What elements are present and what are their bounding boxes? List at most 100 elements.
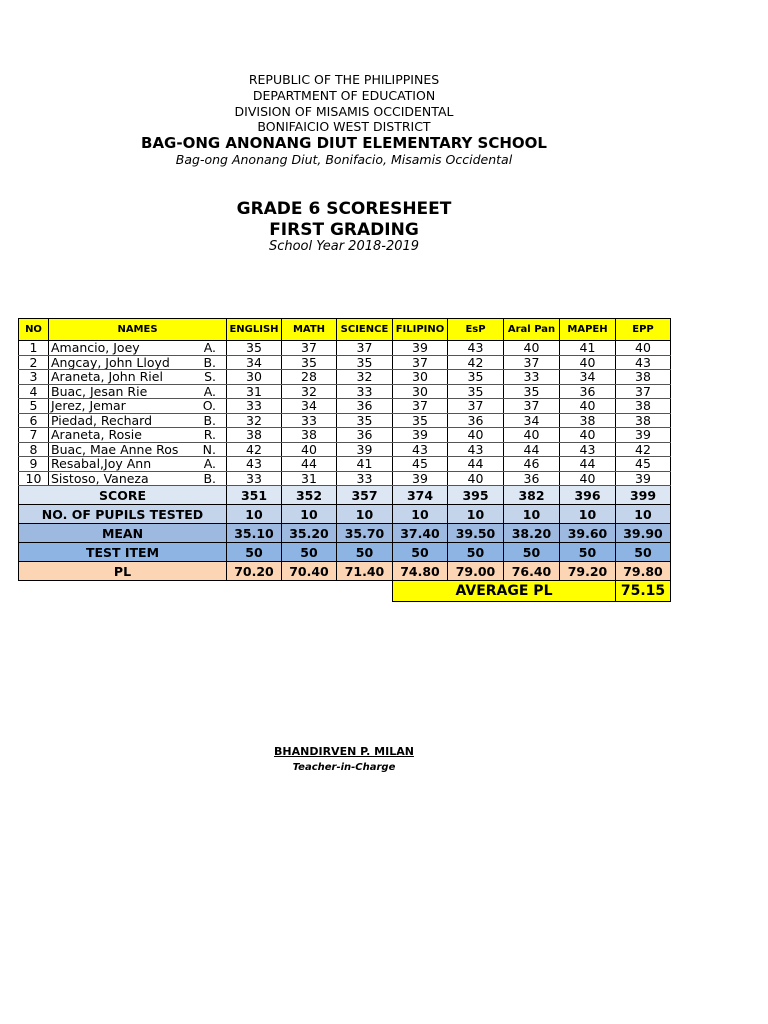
- score-cell: 42: [615, 441, 671, 457]
- header-district: BONIFAICIO WEST DISTRICT: [257, 119, 431, 134]
- score-cell: 40: [559, 470, 616, 486]
- score-cell: 43: [447, 441, 504, 457]
- table-row: 8 Buac, Mae Anne Ros N. 42 40 39 43 43 44 43 42: [18, 441, 671, 457]
- score-cell: 34: [503, 412, 560, 428]
- pupil-name-cell: Sistoso, Vaneza B.: [48, 470, 227, 486]
- score-cell: 40: [447, 427, 504, 443]
- score-cell: 37: [392, 398, 448, 414]
- summary-value: 395: [447, 485, 504, 505]
- row-number: 6: [18, 412, 49, 428]
- score-cell: 43: [615, 354, 671, 370]
- header-row: NO NAMES ENGLISH MATH SCIENCE FILIPINO EsP Aral…: [18, 318, 671, 341]
- row-number: 5: [18, 398, 49, 414]
- summary-value: 50: [559, 542, 616, 562]
- score-cell: 38: [559, 412, 616, 428]
- score-cell: 35: [447, 369, 504, 385]
- row-number: 4: [18, 383, 49, 399]
- column-header: Aral Pan: [503, 318, 560, 341]
- summary-value: 374: [392, 485, 448, 505]
- middle-initial: N.: [201, 442, 216, 457]
- row-number: 1: [18, 340, 49, 356]
- score-cell: 40: [559, 398, 616, 414]
- pupil-name: Angcay, John Lloyd: [51, 355, 170, 370]
- summary-value: 35.20: [281, 523, 337, 543]
- middle-initial: S.: [203, 369, 216, 384]
- score-cell: 39: [392, 340, 448, 356]
- score-cell: 41: [336, 456, 393, 472]
- summary-row-item: TEST ITEM 50 50 50 50 50 50 50 50: [18, 542, 671, 562]
- summary-value: 50: [336, 542, 393, 562]
- middle-initial: A.: [202, 340, 216, 355]
- score-cell: 41: [559, 340, 616, 356]
- pupil-name-cell: Amancio, Joey A.: [48, 340, 227, 356]
- table-row: 9 Resabal,Joy Ann A. 43 44 41 45 44 46 44 45: [18, 456, 671, 472]
- table-row: 7 Araneta, Rosie R. 38 38 36 39 40 40 40 39: [18, 427, 671, 443]
- score-cell: 43: [392, 441, 448, 457]
- pupil-name: Amancio, Joey: [51, 340, 140, 355]
- score-cell: 36: [503, 470, 560, 486]
- summary-value: 50: [615, 542, 671, 562]
- score-cell: 37: [281, 340, 337, 356]
- pupil-name: Jerez, Jemar: [51, 398, 126, 413]
- summary-value: 79.80: [615, 561, 671, 581]
- header-department: DEPARTMENT OF EDUCATION: [252, 88, 436, 103]
- score-cell: 38: [281, 427, 337, 443]
- summary-value: 352: [281, 485, 337, 505]
- summary-row-pl: PL 70.20 70.40 71.40 74.80 79.00 76.40 79.20 79.…: [18, 561, 671, 581]
- summary-row-pupils: NO. OF PUPILS TESTED 10 10 10 10 10 10 10 10: [18, 504, 671, 524]
- score-cell: 38: [226, 427, 282, 443]
- score-cell: 30: [392, 383, 448, 399]
- score-cell: 37: [503, 398, 560, 414]
- pupil-name-cell: Araneta, John Riel S.: [48, 369, 227, 385]
- score-cell: 37: [447, 398, 504, 414]
- score-cell: 32: [281, 383, 337, 399]
- score-cell: 31: [281, 470, 337, 486]
- column-header: SCIENCE: [336, 318, 393, 341]
- score-cell: 37: [503, 354, 560, 370]
- score-cell: 39: [392, 470, 448, 486]
- pupil-name: Sistoso, Vaneza: [51, 471, 149, 486]
- middle-initial: B.: [202, 355, 216, 370]
- grading-period: FIRST GRADING: [269, 220, 419, 240]
- summary-value: 10: [559, 504, 616, 524]
- row-number: 8: [18, 441, 49, 457]
- score-cell: 43: [226, 456, 282, 472]
- score-cell: 35: [281, 354, 337, 370]
- table-row: 10 Sistoso, Vaneza B. 33 31 33 39 40 36 40 39: [18, 470, 671, 486]
- summary-row-score: SCORE 351 352 357 374 395 382 396 399: [18, 485, 671, 505]
- summary-value: 357: [336, 485, 393, 505]
- middle-initial: R.: [202, 427, 216, 442]
- summary-row-mean: MEAN 35.10 35.20 35.70 37.40 39.50 38.20 39.60 3…: [18, 523, 671, 543]
- score-cell: 35: [226, 340, 282, 356]
- summary-value: 39.50: [447, 523, 504, 543]
- column-header: ENGLISH: [226, 318, 282, 341]
- summary-value: 74.80: [392, 561, 448, 581]
- summary-value: 10: [336, 504, 393, 524]
- score-cell: 34: [226, 354, 282, 370]
- score-cell: 38: [615, 412, 671, 428]
- table-row: 6 Piedad, Rechard B. 32 33 35 35 36 34 38 38: [18, 412, 671, 428]
- table-row: 2 Angcay, John Lloyd B. 34 35 35 37 42 37 40 43: [18, 354, 671, 370]
- summary-value: 79.00: [447, 561, 504, 581]
- school-year: School Year 2018-2019: [268, 239, 420, 254]
- summary-value: 50: [503, 542, 560, 562]
- score-cell: 32: [226, 412, 282, 428]
- summary-value: 38.20: [503, 523, 560, 543]
- score-cell: 35: [392, 412, 448, 428]
- score-cell: 40: [503, 340, 560, 356]
- summary-value: 382: [503, 485, 560, 505]
- summary-label: SCORE: [18, 485, 227, 505]
- score-cell: 42: [447, 354, 504, 370]
- score-cell: 40: [281, 441, 337, 457]
- summary-value: 50: [281, 542, 337, 562]
- summary-value: 10: [615, 504, 671, 524]
- summary-value: 50: [226, 542, 282, 562]
- pupil-name-cell: Piedad, Rechard B.: [48, 412, 227, 428]
- middle-initial: A.: [202, 384, 216, 399]
- row-number: 3: [18, 369, 49, 385]
- pupil-name-cell: Buac, Mae Anne Ros N.: [48, 441, 227, 457]
- pupil-name: Buac, Mae Anne Ros: [51, 442, 179, 457]
- score-cell: 33: [226, 470, 282, 486]
- score-cell: 45: [392, 456, 448, 472]
- middle-initial: B.: [202, 471, 216, 486]
